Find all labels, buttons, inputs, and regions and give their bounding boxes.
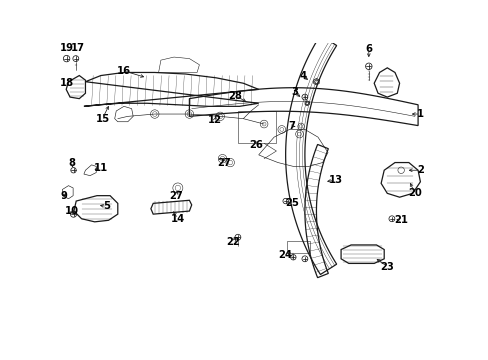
Text: 21: 21 (393, 215, 407, 225)
Text: 11: 11 (94, 163, 108, 173)
Text: 20: 20 (407, 188, 421, 198)
Text: 27: 27 (169, 191, 183, 201)
Text: 9: 9 (61, 191, 67, 201)
Text: 10: 10 (64, 206, 79, 216)
Text: 4: 4 (299, 71, 305, 81)
Text: 6: 6 (365, 44, 371, 54)
Text: 26: 26 (249, 140, 263, 150)
Text: 19: 19 (60, 43, 73, 53)
Text: 3: 3 (291, 87, 298, 98)
Text: 2: 2 (416, 165, 423, 175)
Text: 22: 22 (226, 237, 240, 247)
Text: 17: 17 (70, 43, 84, 53)
Text: 14: 14 (170, 214, 184, 224)
Text: 18: 18 (60, 78, 74, 88)
Text: 8: 8 (68, 158, 75, 167)
Text: 13: 13 (328, 175, 342, 185)
Text: 5: 5 (103, 202, 110, 211)
Text: 16: 16 (117, 66, 131, 76)
Text: 12: 12 (207, 115, 222, 125)
Text: 15: 15 (95, 114, 109, 123)
Text: 25: 25 (285, 198, 298, 208)
Text: 24: 24 (278, 250, 292, 260)
Text: 1: 1 (416, 109, 423, 119)
Text: 7: 7 (288, 121, 295, 131)
Text: 27: 27 (217, 158, 230, 167)
Text: 28: 28 (228, 91, 242, 100)
Text: 23: 23 (380, 261, 393, 271)
